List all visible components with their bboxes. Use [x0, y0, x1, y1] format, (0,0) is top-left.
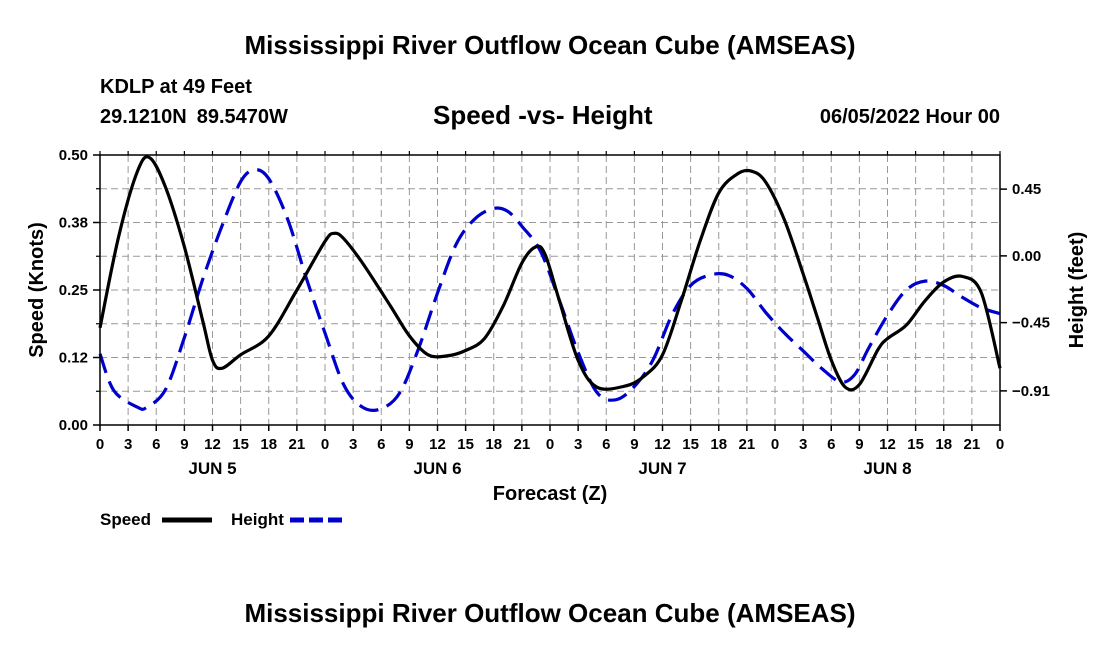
y-tick-label: 0.00: [59, 417, 88, 434]
legend-label-height: Height: [231, 510, 284, 529]
series-line-speed: [98, 155, 1002, 392]
footer-title: Mississippi River Outflow Ocean Cube (AM…: [244, 598, 856, 628]
x-tick-label: 9: [180, 436, 188, 453]
x-tick-label: 9: [630, 436, 638, 453]
x-tick-label: 12: [654, 436, 671, 453]
x-tick-label: 6: [377, 436, 385, 453]
x-tick-label: 6: [827, 436, 835, 453]
station-longitude: 89.5470W: [196, 106, 288, 128]
y-tick-label: 0.25: [59, 282, 88, 299]
y2-axis-label: Height (feet): [1066, 232, 1088, 349]
x-tick-label: 18: [485, 436, 502, 453]
legend-label-speed: Speed: [100, 510, 151, 529]
x-tick-label: 15: [682, 436, 699, 453]
x-tick-label: 18: [710, 436, 727, 453]
x-tick-label: 3: [799, 436, 807, 453]
x-tick-label: 6: [152, 436, 160, 453]
x-tick-label: 15: [907, 436, 924, 453]
chart-title: Mississippi River Outflow Ocean Cube (AM…: [244, 30, 856, 60]
x-tick-label: 6: [602, 436, 610, 453]
y-tick-label: 0.50: [59, 147, 88, 164]
x-tick-label: 18: [935, 436, 952, 453]
x-tick-label: 15: [457, 436, 474, 453]
y-tick-label: 0.38: [59, 215, 88, 232]
x-tick-label: 3: [124, 436, 132, 453]
y-axis-label: Speed (Knots): [26, 222, 48, 358]
y2-tick-label: 0.00: [1012, 248, 1041, 265]
x-tick-label: 0: [546, 436, 554, 453]
x-tick-label: 0: [321, 436, 329, 453]
y2-tick-label: 0.45: [1012, 181, 1041, 198]
x-tick-label: 0: [96, 436, 104, 453]
chart-subtitle: Speed -vs- Height: [433, 100, 653, 130]
x-tick-label: 9: [855, 436, 863, 453]
x-tick-label: 0: [771, 436, 779, 453]
x-tick-label: 0: [996, 436, 1004, 453]
grid: [100, 155, 1000, 425]
series-line-height: [98, 168, 1001, 412]
x-tick-label: 12: [879, 436, 896, 453]
y2-tick-label: −0.45: [1012, 315, 1050, 332]
x-tick-label: 21: [289, 436, 306, 453]
station-latitude: 29.1210N: [100, 106, 187, 128]
x-axis-label: Forecast (Z): [493, 483, 607, 505]
day-label: JUN 6: [413, 459, 461, 478]
day-label: JUN 5: [188, 459, 236, 478]
x-tick-label: 9: [405, 436, 413, 453]
x-tick-label: 21: [964, 436, 981, 453]
y2-tick-label: −0.91: [1012, 383, 1050, 400]
day-label: JUN 8: [863, 459, 911, 478]
y-tick-label: 0.12: [59, 350, 88, 367]
x-tick-label: 3: [574, 436, 582, 453]
x-tick-label: 15: [232, 436, 249, 453]
series-layer: [98, 155, 1002, 412]
x-tick-label: 21: [514, 436, 531, 453]
legend: Speed Height: [100, 510, 342, 529]
day-label: JUN 7: [638, 459, 686, 478]
station-coordinates: 29.1210N 89.5470W: [100, 106, 288, 129]
x-tick-label: 21: [739, 436, 756, 453]
x-tick-label: 12: [204, 436, 221, 453]
station-name: KDLP at 49 Feet: [100, 76, 252, 98]
x-tick-label: 18: [260, 436, 277, 453]
x-tick-label: 3: [349, 436, 357, 453]
x-tick-label: 12: [429, 436, 446, 453]
axes: 0 3 6 9 12 15 18 21 0 3 6 9 12 15 18 21 0 3 6 9 12 15 18 21 0 3 6 9…: [59, 147, 1050, 478]
forecast-datetime: 06/05/2022 Hour 00: [819, 106, 1000, 128]
